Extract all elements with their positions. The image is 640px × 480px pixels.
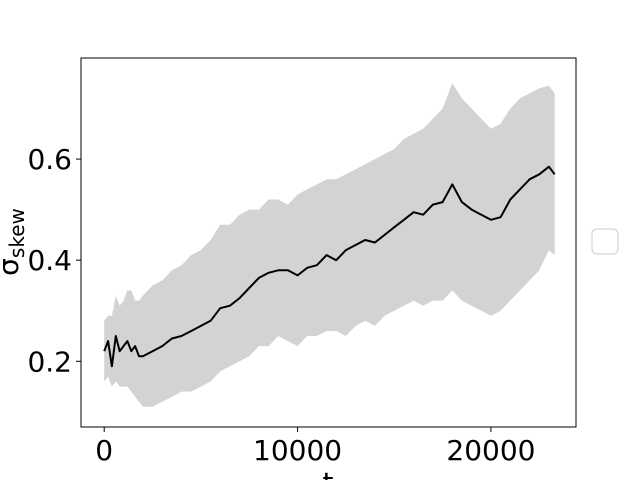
plot-frame [80,57,577,428]
y-tick-label: 0.4 [27,244,72,277]
x-tick-label: 20000 [446,434,535,467]
x-axis-label: t [323,466,334,480]
svg-text:σskew: σskew [0,208,29,276]
x-tick-label: 10000 [253,434,342,467]
y-axis-label-subscript: skew [5,208,29,258]
legend-box [591,228,619,255]
x-axis-ticks: 0 10000 20000 [95,427,535,467]
mean-line-layer [103,165,556,368]
confidence-band-layer [104,83,555,407]
y-axis-label-group: σskew [0,208,29,276]
y-tick-label: 0.6 [27,143,72,176]
y-axis-ticks: 0.2 0.4 0.6 [27,143,81,378]
confidence-band [104,83,555,407]
mean-line [103,165,556,368]
y-tick-label: 0.2 [27,345,72,378]
y-axis-label: σ [0,258,25,276]
x-tick-label: 0 [95,434,113,467]
